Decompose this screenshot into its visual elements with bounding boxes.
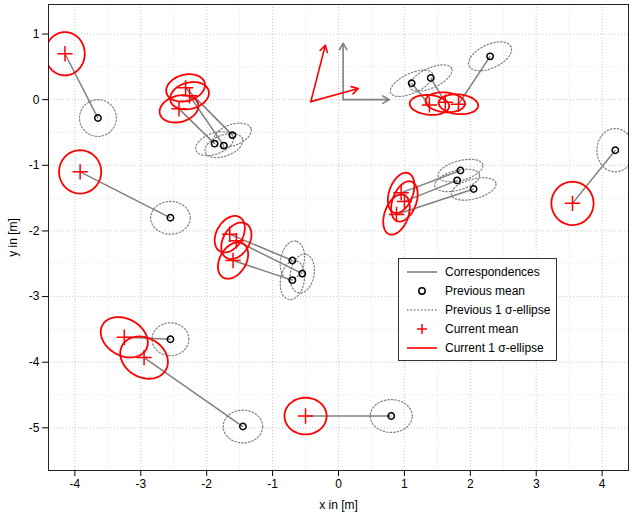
html-text:Current 1 σ-ellipse: Current 1 σ-ellipse: [445, 340, 544, 355]
svg-text:-2: -2: [29, 224, 40, 238]
html-text:Correspondences: Correspondences: [445, 264, 540, 279]
svg-text:3: 3: [533, 477, 540, 491]
svg-text:-1: -1: [267, 477, 278, 491]
svg-text:-3: -3: [29, 289, 40, 303]
html-text:Previous mean: Previous mean: [445, 283, 525, 298]
html-text:Current mean: Current mean: [445, 321, 519, 336]
svg-text:-4: -4: [29, 355, 40, 369]
svg-text:0: 0: [33, 93, 40, 107]
svg-text:y in [m]: y in [m]: [6, 218, 20, 257]
svg-text:1: 1: [33, 27, 40, 41]
svg-text:x in [m]: x in [m]: [319, 498, 358, 512]
svg-text:-5: -5: [29, 421, 40, 435]
svg-text:-2: -2: [201, 477, 212, 491]
svg-text:-3: -3: [135, 477, 146, 491]
svg-text:-4: -4: [70, 477, 81, 491]
svg-text:0: 0: [335, 477, 342, 491]
svg-text:4: 4: [599, 477, 606, 491]
html-text:Previous 1 σ-ellipse: Previous 1 σ-ellipse: [445, 302, 551, 317]
svg-text:-1: -1: [29, 158, 40, 172]
svg-text:1: 1: [401, 477, 408, 491]
svg-text:2: 2: [467, 477, 474, 491]
